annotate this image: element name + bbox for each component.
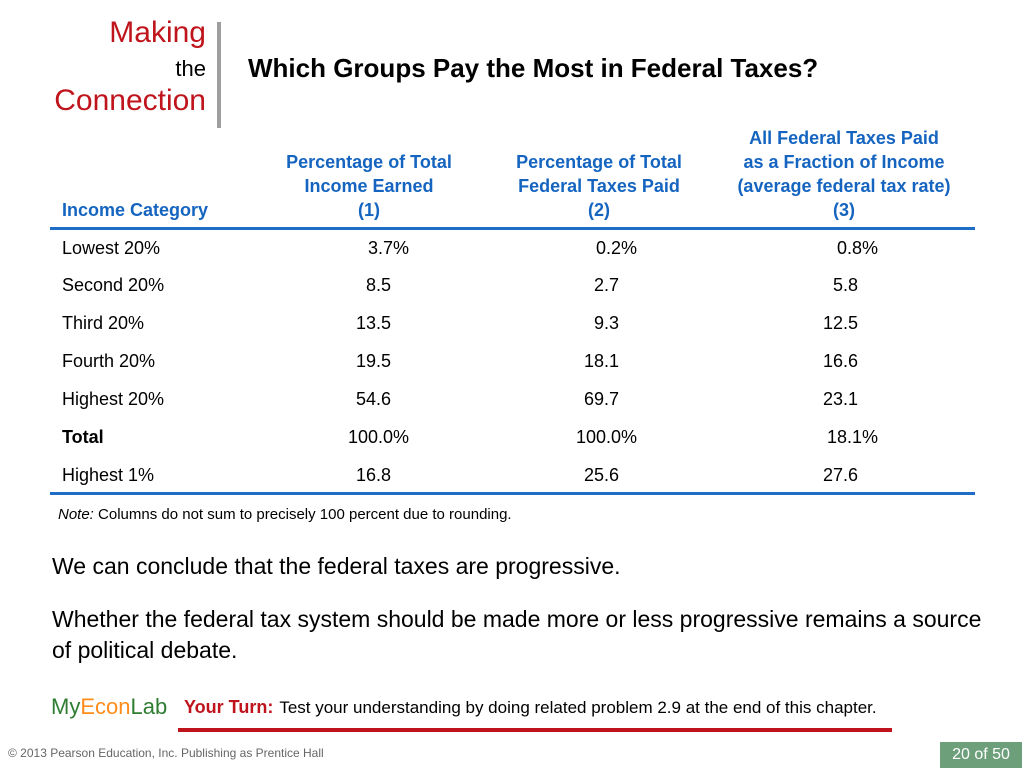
myeconlab-econ: Econ xyxy=(80,694,131,719)
row-category: Highest 1% xyxy=(62,465,155,485)
header-col3-number: (3) xyxy=(833,200,855,220)
header-col1-line1: Percentage of Total xyxy=(286,152,452,172)
your-turn-label: Your Turn: xyxy=(184,697,274,717)
myeconlab-logo: MyEconLab xyxy=(51,694,167,720)
copyright-footer: © 2013 Pearson Education, Inc. Publishin… xyxy=(8,746,324,760)
header-col2-line1: Percentage of Total xyxy=(516,152,682,172)
row-col3: 23.1 xyxy=(822,389,858,409)
header-col1-line2: Income Earned xyxy=(304,176,434,196)
table-bottom-rule xyxy=(50,492,975,495)
row-col2: 25.6 xyxy=(583,465,619,485)
row-category: Highest 20% xyxy=(62,389,165,409)
row-col1: 100.0% xyxy=(347,427,409,447)
your-turn-text: Test your understanding by doing related… xyxy=(279,698,877,717)
your-turn-underline xyxy=(178,728,892,732)
row-col2: 0.2% xyxy=(595,238,637,258)
table-note: Note: Columns do not sum to precisely 10… xyxy=(58,506,512,523)
row-col2: 9.3 xyxy=(593,313,619,333)
your-turn: Your Turn: Test your understanding by doi… xyxy=(184,697,877,718)
header-col1-number: (1) xyxy=(358,200,380,220)
conclusion-text: We can conclude that the federal taxes a… xyxy=(52,553,621,579)
row-col1: 8.5 xyxy=(365,275,391,295)
header-col3: All Federal Taxes Paid as a Fraction of … xyxy=(712,126,976,222)
header-col2: Percentage of Total Federal Taxes Paid (… xyxy=(492,150,706,222)
row-col1: 19.5 xyxy=(355,351,391,371)
debate-text: Whether the federal tax system should be… xyxy=(52,606,982,663)
header-col3-line1: All Federal Taxes Paid xyxy=(749,128,939,148)
row-col2: 18.1 xyxy=(583,351,619,371)
row-col3: 5.8 xyxy=(832,275,858,295)
row-col3: 0.8% xyxy=(836,238,878,258)
row-col2: 100.0% xyxy=(575,427,637,447)
row-col2: 69.7 xyxy=(583,389,619,409)
page-indicator: 20 of 50 xyxy=(940,742,1022,768)
row-category: Total xyxy=(62,427,104,447)
row-col1: 13.5 xyxy=(355,313,391,333)
row-col1: 54.6 xyxy=(355,389,391,409)
row-col1: 3.7% xyxy=(367,238,409,258)
header-col2-number: (2) xyxy=(588,200,610,220)
row-category: Second 20% xyxy=(62,275,165,295)
header-col2-line2: Federal Taxes Paid xyxy=(518,176,680,196)
note-label: Note: xyxy=(58,506,94,523)
row-category: Lowest 20% xyxy=(62,238,161,258)
myeconlab-lab: Lab xyxy=(130,694,168,719)
brand-the: the xyxy=(175,56,206,81)
header-col3-line2: as a Fraction of Income xyxy=(743,152,945,172)
myeconlab-my: My xyxy=(51,694,81,719)
brand-connection: Connection xyxy=(54,84,206,117)
row-category: Fourth 20% xyxy=(62,351,156,371)
header-col1: Percentage of Total Income Earned (1) xyxy=(262,150,476,222)
header-income-category: Income Category xyxy=(62,200,209,220)
row-col3: 12.5 xyxy=(822,313,858,333)
table-top-rule xyxy=(50,227,975,230)
brand-divider xyxy=(217,22,221,128)
row-col1: 16.8 xyxy=(355,465,391,485)
row-col3: 18.1% xyxy=(826,427,878,447)
row-col3: 27.6 xyxy=(822,465,858,485)
row-col3: 16.6 xyxy=(822,351,858,371)
note-text: Columns do not sum to precisely 100 perc… xyxy=(93,506,512,523)
row-col2: 2.7 xyxy=(593,275,619,295)
row-category: Third 20% xyxy=(62,313,145,333)
slide-title: Which Groups Pay the Most in Federal Tax… xyxy=(248,53,819,83)
brand-making: Making xyxy=(109,16,206,49)
header-col3-line3: (average federal tax rate) xyxy=(737,176,951,196)
